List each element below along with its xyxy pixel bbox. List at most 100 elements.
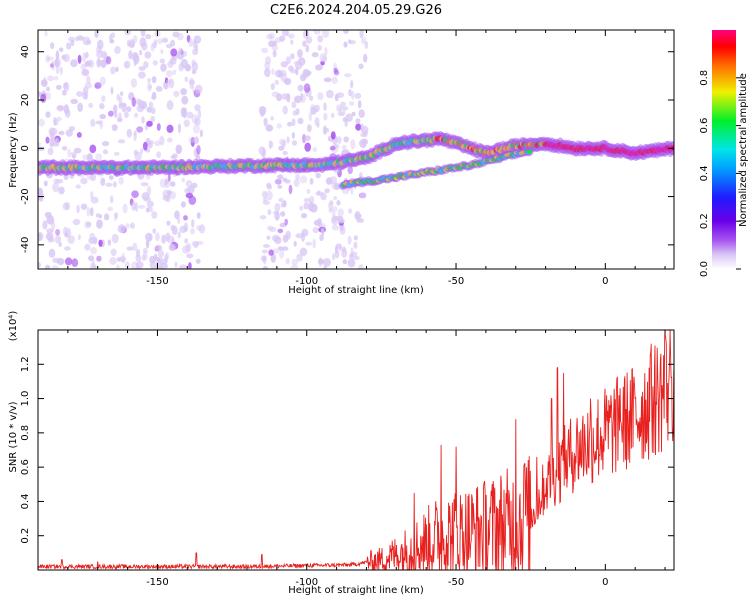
spectrogram-noise-blob [291, 140, 298, 146]
spectrogram-noise-blob [151, 91, 157, 100]
spectrogram-noise-blob [314, 117, 320, 126]
spectrogram-noise-blob [180, 201, 186, 208]
spectrogram-noise-blob [101, 95, 106, 103]
spectrogram-noise-blob [191, 59, 196, 67]
spectrogram-noise-blob [131, 190, 139, 198]
spectrogram-noise-blob [143, 196, 151, 202]
spectrogram-noise-blob [282, 105, 288, 115]
spectrogram-noise-blob [185, 192, 193, 199]
spectrogram-noise-blob [310, 107, 317, 115]
spectrogram-noise-blob [360, 132, 366, 138]
spectrogram-noise-blob [134, 151, 142, 161]
spectrogram-noise-blob [183, 215, 188, 221]
snr-panel: -150 -100 -50 0 0.2 0.4 0.6 0.8 1.0 1.2 Height of… [8, 311, 675, 596]
spectrogram-ridge-core [527, 149, 533, 154]
spectrogram-noise-blob [90, 191, 94, 199]
spectrogram-noise-blob [162, 189, 170, 199]
spectrogram-noise-blob [311, 52, 319, 58]
spectrogram-noise-blob [151, 76, 157, 84]
spectrogram-noise-blob [43, 76, 47, 85]
spectrogram-noise-blob [322, 30, 330, 38]
spectrogram-noise-blob [54, 235, 62, 244]
spectrogram-noise-blob [261, 47, 269, 53]
spectrogram-noise-blob [359, 30, 364, 39]
spectrogram-noise-blob [276, 123, 282, 129]
spectrogram-noise-blob [183, 119, 190, 128]
spectrogram-noise-blob [135, 265, 140, 269]
spectrogram-xlabel: Height of straight line (km) [288, 285, 424, 296]
spectrogram-panel: -150 -100 -50 0 40 20 0 -20 -40 Height of straig… [8, 29, 675, 296]
spectrogram-noise-blob [347, 258, 356, 268]
spectrogram-noise-blob [132, 242, 138, 252]
spectrogram-noise-blob [82, 92, 88, 100]
spectrogram-noise-blob [290, 53, 295, 60]
spectrogram-noise-blob [339, 225, 346, 235]
spectrogram-noise-blob [161, 234, 167, 244]
spectrogram-noise-blob [166, 124, 174, 133]
y-tick-label: 20 [20, 94, 31, 107]
spectrogram-noise-blob [146, 200, 154, 208]
spectrogram-noise-blob [113, 151, 120, 156]
spectrogram-noise-blob [337, 218, 345, 224]
spectrogram-noise-blob [43, 180, 48, 187]
spectrogram-noise-blob [38, 262, 41, 268]
spectrogram-noise-blob [317, 217, 322, 228]
spectrogram-noise-blob [184, 187, 190, 194]
spectrogram-noise-blob [96, 255, 102, 262]
spectrogram-noise-blob [84, 221, 91, 229]
spectrogram-noise-blob [277, 174, 284, 180]
spectrogram-noise-blob [351, 90, 355, 100]
spectrogram-noise-blob [122, 203, 128, 214]
spectrogram-noise-blob [324, 188, 330, 194]
colorbar-tick-label: 0.8 [699, 70, 710, 86]
spectrogram-noise-blob [77, 234, 81, 241]
spectrogram-noise-blob [270, 253, 276, 263]
spectrogram-noise-blob [76, 35, 85, 41]
spectrogram-noise-blob [130, 78, 138, 88]
spectrogram-noise-blob [52, 182, 60, 193]
spectrogram-noise-blob [295, 174, 300, 180]
spectrogram-noise-blob [333, 69, 340, 76]
spectrogram-noise-blob [281, 246, 289, 251]
spectrogram-noise-blob [114, 46, 121, 54]
spectrogram-noise-blob [80, 177, 88, 185]
spectrogram-noise-blob [133, 131, 137, 142]
spectrogram-noise-blob [99, 113, 107, 120]
spectrogram-noise-blob [336, 104, 342, 112]
snr-multiplier: (x10⁴) [8, 311, 19, 342]
spectrogram-noise-blob [156, 123, 161, 131]
spectrogram-noise-blob [312, 146, 318, 153]
spectrogram-noise-blob [277, 70, 283, 78]
spectrogram-noise-blob [274, 79, 280, 86]
spectrogram-noise-blob [180, 58, 188, 69]
snr-xlabel: Height of straight line (km) [288, 585, 424, 596]
spectrogram-noise-blob [364, 41, 369, 49]
spectrogram-noise-blob [315, 64, 323, 71]
spectrogram-noise-blob [86, 206, 90, 217]
spectrogram-noise-blob [53, 117, 57, 126]
spectrogram-noise-blob [40, 93, 47, 103]
spectrogram-noise-blob [155, 85, 163, 92]
spectrogram-noise-blob [358, 264, 364, 269]
spectrogram-noise-blob [87, 59, 95, 68]
spectrogram-noise-blob [349, 253, 354, 260]
spectrogram-noise-blob [141, 254, 146, 262]
spectrogram-noise-blob [70, 59, 78, 68]
spectrogram-noise-blob [331, 76, 338, 84]
spectrogram-noise-blob [331, 112, 335, 119]
spectrogram-noise-blob [318, 257, 323, 267]
spectrogram-noise-blob [85, 81, 92, 89]
spectrogram-noise-blob [84, 61, 90, 67]
x-tick-label: 0 [602, 276, 608, 287]
spectrogram-noise-blob [156, 151, 162, 159]
spectrogram-noise-blob [317, 190, 321, 196]
spectrogram-noise-blob [54, 57, 62, 68]
spectrogram-noise-blob [168, 243, 176, 252]
spectrogram-noise-blob [146, 185, 152, 196]
spectrogram-noise-blob [199, 129, 203, 138]
spectrogram-noise-blob [101, 50, 107, 59]
spectrogram-noise-blob [277, 184, 283, 189]
spectrogram-noise-blob [107, 206, 114, 211]
spectrogram-noise-blob [342, 106, 349, 111]
